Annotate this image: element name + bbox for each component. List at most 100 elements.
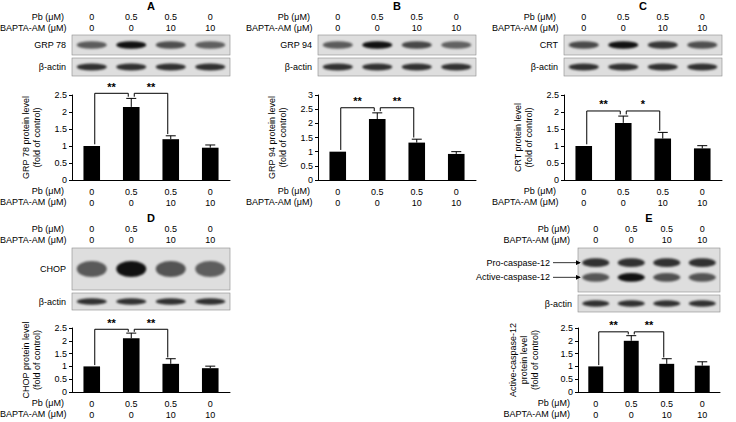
svg-text:(fold of control): (fold of control): [530, 330, 540, 390]
svg-text:10: 10: [697, 198, 707, 208]
svg-text:0.5: 0.5: [410, 187, 423, 197]
svg-text:0: 0: [593, 410, 598, 420]
svg-text:2: 2: [568, 336, 573, 346]
svg-text:**: **: [609, 319, 618, 331]
svg-text:**: **: [645, 319, 654, 331]
svg-text:**: **: [147, 317, 156, 329]
svg-text:0.5: 0.5: [617, 187, 630, 197]
svg-text:2: 2: [62, 336, 67, 346]
svg-text:0.5: 0.5: [656, 187, 669, 197]
svg-text:0: 0: [581, 198, 586, 208]
svg-text:0: 0: [621, 198, 626, 208]
svg-text:CRT: CRT: [540, 40, 559, 50]
svg-text:**: **: [599, 98, 608, 110]
svg-text:10: 10: [662, 410, 672, 420]
svg-text:(fold of control): (fold of control): [278, 107, 288, 167]
svg-text:β-actin: β-actin: [39, 62, 66, 72]
svg-text:protein level: protein level: [519, 336, 529, 385]
svg-text:1: 1: [62, 361, 67, 371]
svg-text:1.5: 1.5: [54, 124, 67, 134]
svg-text:1: 1: [568, 361, 573, 371]
svg-text:0: 0: [62, 175, 67, 185]
svg-text:0.5: 0.5: [300, 161, 313, 171]
svg-text:Active-caspase-12: Active-caspase-12: [476, 272, 550, 282]
svg-text:1.5: 1.5: [560, 349, 573, 359]
svg-text:Active-caspase-12: Active-caspase-12: [508, 323, 518, 397]
svg-text:0: 0: [129, 198, 134, 208]
svg-text:0: 0: [89, 198, 94, 208]
svg-text:10: 10: [412, 198, 422, 208]
svg-text:0: 0: [129, 410, 134, 420]
svg-text:3: 3: [308, 90, 313, 100]
svg-text:CHOP protein level: CHOP protein level: [21, 322, 31, 399]
svg-text:1: 1: [308, 147, 313, 157]
svg-text:0: 0: [375, 198, 380, 208]
svg-text:0: 0: [208, 399, 213, 409]
svg-text:1: 1: [554, 141, 559, 151]
svg-text:10: 10: [166, 198, 176, 208]
svg-text:0: 0: [568, 387, 573, 397]
svg-text:β-actin: β-actin: [285, 62, 312, 72]
svg-text:0: 0: [308, 175, 313, 185]
svg-text:10: 10: [697, 410, 707, 420]
svg-text:0.5: 0.5: [164, 187, 177, 197]
svg-text:2.5: 2.5: [54, 323, 67, 333]
svg-text:0: 0: [89, 399, 94, 409]
svg-text:0.5: 0.5: [371, 187, 384, 197]
svg-text:0.5: 0.5: [164, 399, 177, 409]
svg-text:10: 10: [205, 410, 215, 420]
svg-text:**: **: [393, 95, 402, 107]
svg-text:GRP 78 protein level: GRP 78 protein level: [21, 96, 31, 179]
svg-text:0: 0: [581, 187, 586, 197]
svg-text:1: 1: [62, 141, 67, 151]
svg-text:0: 0: [454, 187, 459, 197]
svg-text:2.5: 2.5: [546, 90, 559, 100]
svg-text:0: 0: [593, 399, 598, 409]
svg-text:0: 0: [629, 410, 634, 420]
svg-text:β-actin: β-actin: [531, 62, 558, 72]
svg-text:2: 2: [62, 107, 67, 117]
svg-text:2.5: 2.5: [300, 104, 313, 114]
svg-text:0: 0: [700, 399, 705, 409]
svg-text:10: 10: [166, 410, 176, 420]
svg-text:0: 0: [335, 198, 340, 208]
svg-text:1.5: 1.5: [546, 124, 559, 134]
svg-text:0: 0: [335, 187, 340, 197]
svg-text:0.5: 0.5: [125, 187, 138, 197]
svg-text:0.5: 0.5: [625, 399, 638, 409]
svg-text:GRP 78: GRP 78: [34, 40, 66, 50]
svg-text:1.5: 1.5: [300, 133, 313, 143]
svg-text:0: 0: [208, 187, 213, 197]
svg-text:(fold of control): (fold of control): [524, 107, 534, 167]
svg-text:0: 0: [89, 187, 94, 197]
svg-text:2: 2: [554, 107, 559, 117]
svg-text:10: 10: [205, 198, 215, 208]
svg-text:1.5: 1.5: [54, 349, 67, 359]
svg-text:0: 0: [554, 175, 559, 185]
svg-text:2.5: 2.5: [54, 90, 67, 100]
svg-text:0.5: 0.5: [546, 158, 559, 168]
svg-text:(fold of control): (fold of control): [32, 107, 42, 167]
svg-text:0.5: 0.5: [54, 374, 67, 384]
svg-text:CHOP: CHOP: [40, 264, 66, 274]
svg-text:0.5: 0.5: [54, 158, 67, 168]
svg-text:CRT protein level: CRT protein level: [513, 103, 523, 172]
svg-text:10: 10: [451, 198, 461, 208]
svg-text:0: 0: [700, 187, 705, 197]
svg-text:(fold of control): (fold of control): [32, 330, 42, 390]
svg-text:GRP 94 protein level: GRP 94 protein level: [267, 96, 277, 179]
svg-text:β-actin: β-actin: [545, 299, 572, 309]
svg-text:**: **: [353, 95, 362, 107]
svg-text:**: **: [107, 317, 116, 329]
svg-text:10: 10: [658, 198, 668, 208]
svg-text:Pro-caspase-12: Pro-caspase-12: [486, 258, 550, 268]
svg-text:**: **: [147, 81, 156, 93]
svg-text:2.5: 2.5: [560, 323, 573, 333]
svg-text:0.5: 0.5: [125, 399, 138, 409]
svg-text:GRP 94: GRP 94: [280, 40, 312, 50]
svg-text:β-actin: β-actin: [39, 297, 66, 307]
svg-text:0: 0: [89, 410, 94, 420]
svg-text:0.5: 0.5: [560, 374, 573, 384]
svg-text:2: 2: [308, 118, 313, 128]
svg-text:*: *: [641, 98, 646, 110]
